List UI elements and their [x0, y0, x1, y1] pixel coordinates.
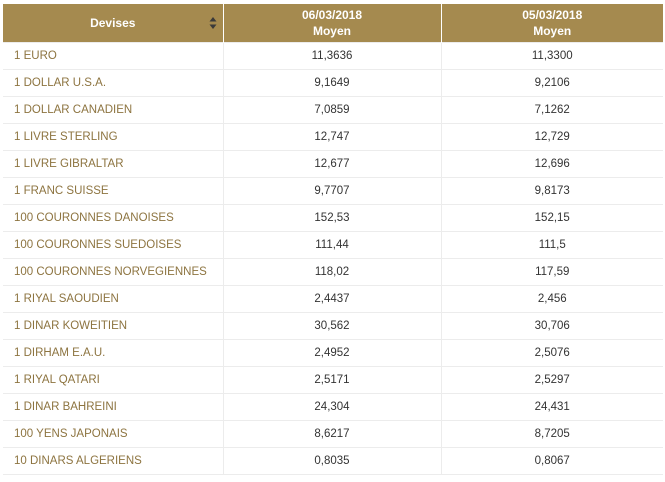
- rate-value-date-2: 9,2106: [441, 69, 663, 97]
- exchange-rates-table-container: Devises 06/03/2018 Moyen 05/03/2018 Moye…: [3, 4, 663, 475]
- table-row: 10 DINARS ALGERIENS 0,8035 0,8067: [3, 447, 663, 475]
- date-column-header-1: 06/03/2018 Moyen: [223, 4, 442, 43]
- currency-name: 1 RIYAL SAOUDIEN: [3, 285, 224, 313]
- currency-name: 1 DIRHAM E.A.U.: [3, 339, 224, 367]
- rate-value-date-1: 24,304: [223, 393, 442, 421]
- rate-value-date-2: 24,431: [441, 393, 663, 421]
- currency-name: 1 LIVRE STERLING: [3, 123, 224, 151]
- table-row: 1 EURO 11,3636 11,3300: [3, 42, 663, 70]
- currency-name: 1 EURO: [3, 42, 224, 70]
- rate-value-date-2: 111,5: [441, 231, 663, 259]
- table-row: 100 COURONNES NORVEGIENNES 118,02 117,59: [3, 258, 663, 286]
- rate-value-date-1: 12,747: [223, 123, 442, 151]
- table-row: 1 DOLLAR U.S.A. 9,1649 9,2106: [3, 69, 663, 97]
- table-row: 1 DIRHAM E.A.U. 2,4952 2,5076: [3, 339, 663, 367]
- table-row: 1 LIVRE STERLING 12,747 12,729: [3, 123, 663, 151]
- rate-value-date-1: 9,1649: [223, 69, 442, 97]
- exchange-rates-table: Devises 06/03/2018 Moyen 05/03/2018 Moye…: [3, 4, 663, 475]
- table-row: 100 COURONNES SUEDOISES 111,44 111,5: [3, 231, 663, 259]
- rate-value-date-1: 152,53: [223, 204, 442, 232]
- rate-value-date-2: 30,706: [441, 312, 663, 340]
- sort-icon[interactable]: [209, 16, 217, 30]
- date-header-2: 05/03/2018: [522, 8, 583, 22]
- rate-value-date-1: 9,7707: [223, 177, 442, 205]
- rate-value-date-1: 7,0859: [223, 96, 442, 124]
- rate-value-date-2: 7,1262: [441, 96, 663, 124]
- rate-value-date-1: 2,5171: [223, 366, 442, 394]
- rate-value-date-1: 12,677: [223, 150, 442, 178]
- rate-value-date-2: 9,8173: [441, 177, 663, 205]
- table-row: 1 DINAR BAHREINI 24,304 24,431: [3, 393, 663, 421]
- rate-value-date-2: 12,696: [441, 150, 663, 178]
- table-row: 100 COURONNES DANOISES 152,53 152,15: [3, 204, 663, 232]
- rate-value-date-2: 117,59: [441, 258, 663, 286]
- currency-name: 100 COURONNES NORVEGIENNES: [3, 258, 224, 286]
- rate-value-date-1: 8,6217: [223, 420, 442, 448]
- devises-column-header[interactable]: Devises: [3, 4, 224, 43]
- currency-name: 100 COURONNES SUEDOISES: [3, 231, 224, 259]
- rate-value-date-2: 8,7205: [441, 420, 663, 448]
- currency-name: 100 YENS JAPONAIS: [3, 420, 224, 448]
- currency-name: 1 DINAR KOWEITIEN: [3, 312, 224, 340]
- rate-value-date-1: 118,02: [223, 258, 442, 286]
- currency-name: 100 COURONNES DANOISES: [3, 204, 224, 232]
- rate-value-date-2: 0,8067: [441, 447, 663, 475]
- currency-name: 1 DINAR BAHREINI: [3, 393, 224, 421]
- rate-value-date-2: 12,729: [441, 123, 663, 151]
- table-row: 1 LIVRE GIBRALTAR 12,677 12,696: [3, 150, 663, 178]
- table-row: 1 DINAR KOWEITIEN 30,562 30,706: [3, 312, 663, 340]
- rate-value-date-2: 2,456: [441, 285, 663, 313]
- currency-name: 1 LIVRE GIBRALTAR: [3, 150, 224, 178]
- rate-value-date-2: 2,5297: [441, 366, 663, 394]
- currency-name: 1 DOLLAR U.S.A.: [3, 69, 224, 97]
- rate-value-date-1: 2,4952: [223, 339, 442, 367]
- table-body: 1 EURO 11,3636 11,3300 1 DOLLAR U.S.A. 9,164…: [3, 42, 663, 475]
- moyen-header-1: Moyen: [312, 24, 351, 38]
- table-row: 1 DOLLAR CANADIEN 7,0859 7,1262: [3, 96, 663, 124]
- currency-name: 1 FRANC SUISSE: [3, 177, 224, 205]
- table-row: 1 FRANC SUISSE 9,7707 9,8173: [3, 177, 663, 205]
- devises-header-label: Devises: [90, 16, 136, 30]
- date-column-header-2: 05/03/2018 Moyen: [441, 4, 663, 43]
- rate-value-date-1: 0,8035: [223, 447, 442, 475]
- currency-name: 10 DINARS ALGERIENS: [3, 447, 224, 475]
- table-row: 1 RIYAL QATARI 2,5171 2,5297: [3, 366, 663, 394]
- rate-value-date-2: 11,3300: [441, 42, 663, 70]
- date-header-1: 06/03/2018: [301, 8, 363, 22]
- rate-value-date-1: 30,562: [223, 312, 442, 340]
- table-row: 1 RIYAL SAOUDIEN 2,4437 2,456: [3, 285, 663, 313]
- moyen-header-2: Moyen: [533, 24, 572, 38]
- table-row: 100 YENS JAPONAIS 8,6217 8,7205: [3, 420, 663, 448]
- rate-value-date-1: 11,3636: [223, 42, 442, 70]
- currency-name: 1 DOLLAR CANADIEN: [3, 96, 224, 124]
- rate-value-date-2: 152,15: [441, 204, 663, 232]
- rate-value-date-1: 2,4437: [223, 285, 442, 313]
- table-header-row: Devises 06/03/2018 Moyen 05/03/2018 Moye…: [3, 4, 663, 43]
- rate-value-date-1: 111,44: [223, 231, 442, 259]
- rate-value-date-2: 2,5076: [441, 339, 663, 367]
- currency-name: 1 RIYAL QATARI: [3, 366, 224, 394]
